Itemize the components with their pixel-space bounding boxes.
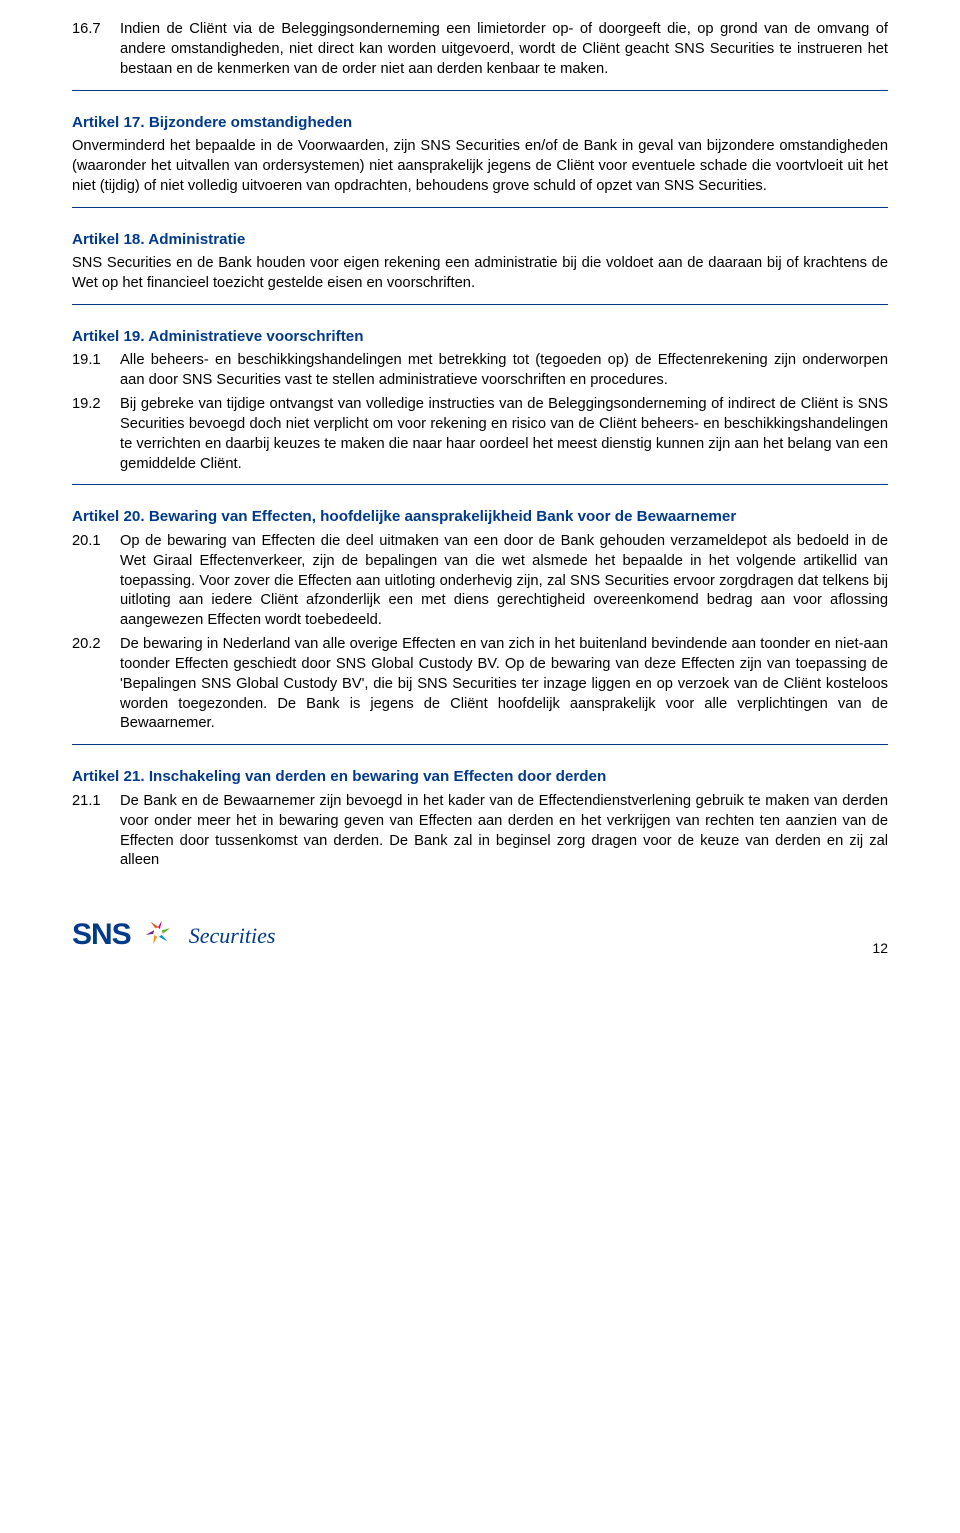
heading-artikel-20: Artikel 20. Bewaring van Effecten, hoofd… bbox=[72, 507, 888, 528]
clause-text: Indien de Cliënt via de Beleggingsondern… bbox=[120, 20, 888, 80]
clause-19-2: 19.2 Bij gebreke van tijdige ontvangst v… bbox=[72, 395, 888, 474]
clause-number: 20.1 bbox=[72, 532, 120, 631]
clause-number: 21.1 bbox=[72, 792, 120, 871]
artikel-18-text: SNS Securities en de Bank houden voor ei… bbox=[72, 254, 888, 294]
clause-21-1: 21.1 De Bank en de Bewaarnemer zijn bevo… bbox=[72, 792, 888, 871]
heading-artikel-19: Artikel 19. Administratieve voorschrifte… bbox=[72, 327, 888, 348]
heading-artikel-21: Artikel 21. Inschakeling van derden en b… bbox=[72, 767, 888, 788]
page-footer: SNS Securities 12 bbox=[72, 913, 888, 958]
divider bbox=[72, 207, 888, 208]
logo-star-icon bbox=[139, 913, 177, 958]
divider bbox=[72, 744, 888, 745]
heading-artikel-17: Artikel 17. Bijzondere omstandigheden bbox=[72, 113, 888, 134]
artikel-17-text: Onverminderd het bepaalde in de Voorwaar… bbox=[72, 137, 888, 197]
clause-text: Op de bewaring van Effecten die deel uit… bbox=[120, 532, 888, 631]
logo-subtext: Securities bbox=[189, 921, 276, 951]
clause-text: De bewaring in Nederland van alle overig… bbox=[120, 635, 888, 734]
clause-20-1: 20.1 Op de bewaring van Effecten die dee… bbox=[72, 532, 888, 631]
page-number: 12 bbox=[872, 939, 888, 958]
sns-logo: SNS Securities bbox=[72, 913, 275, 958]
divider bbox=[72, 304, 888, 305]
divider bbox=[72, 484, 888, 485]
clause-19-1: 19.1 Alle beheers- en beschikkingshandel… bbox=[72, 351, 888, 391]
clause-number: 16.7 bbox=[72, 20, 120, 80]
clause-text: Bij gebreke van tijdige ontvangst van vo… bbox=[120, 395, 888, 474]
clause-number: 20.2 bbox=[72, 635, 120, 734]
clause-20-2: 20.2 De bewaring in Nederland van alle o… bbox=[72, 635, 888, 734]
clause-number: 19.2 bbox=[72, 395, 120, 474]
clause-number: 19.1 bbox=[72, 351, 120, 391]
divider bbox=[72, 90, 888, 91]
clause-text: De Bank en de Bewaarnemer zijn bevoegd i… bbox=[120, 792, 888, 871]
clause-text: Alle beheers- en beschikkingshandelingen… bbox=[120, 351, 888, 391]
clause-16-7: 16.7 Indien de Cliënt via de Beleggingso… bbox=[72, 20, 888, 80]
heading-artikel-18: Artikel 18. Administratie bbox=[72, 230, 888, 251]
logo-wordmark: SNS bbox=[72, 915, 131, 956]
